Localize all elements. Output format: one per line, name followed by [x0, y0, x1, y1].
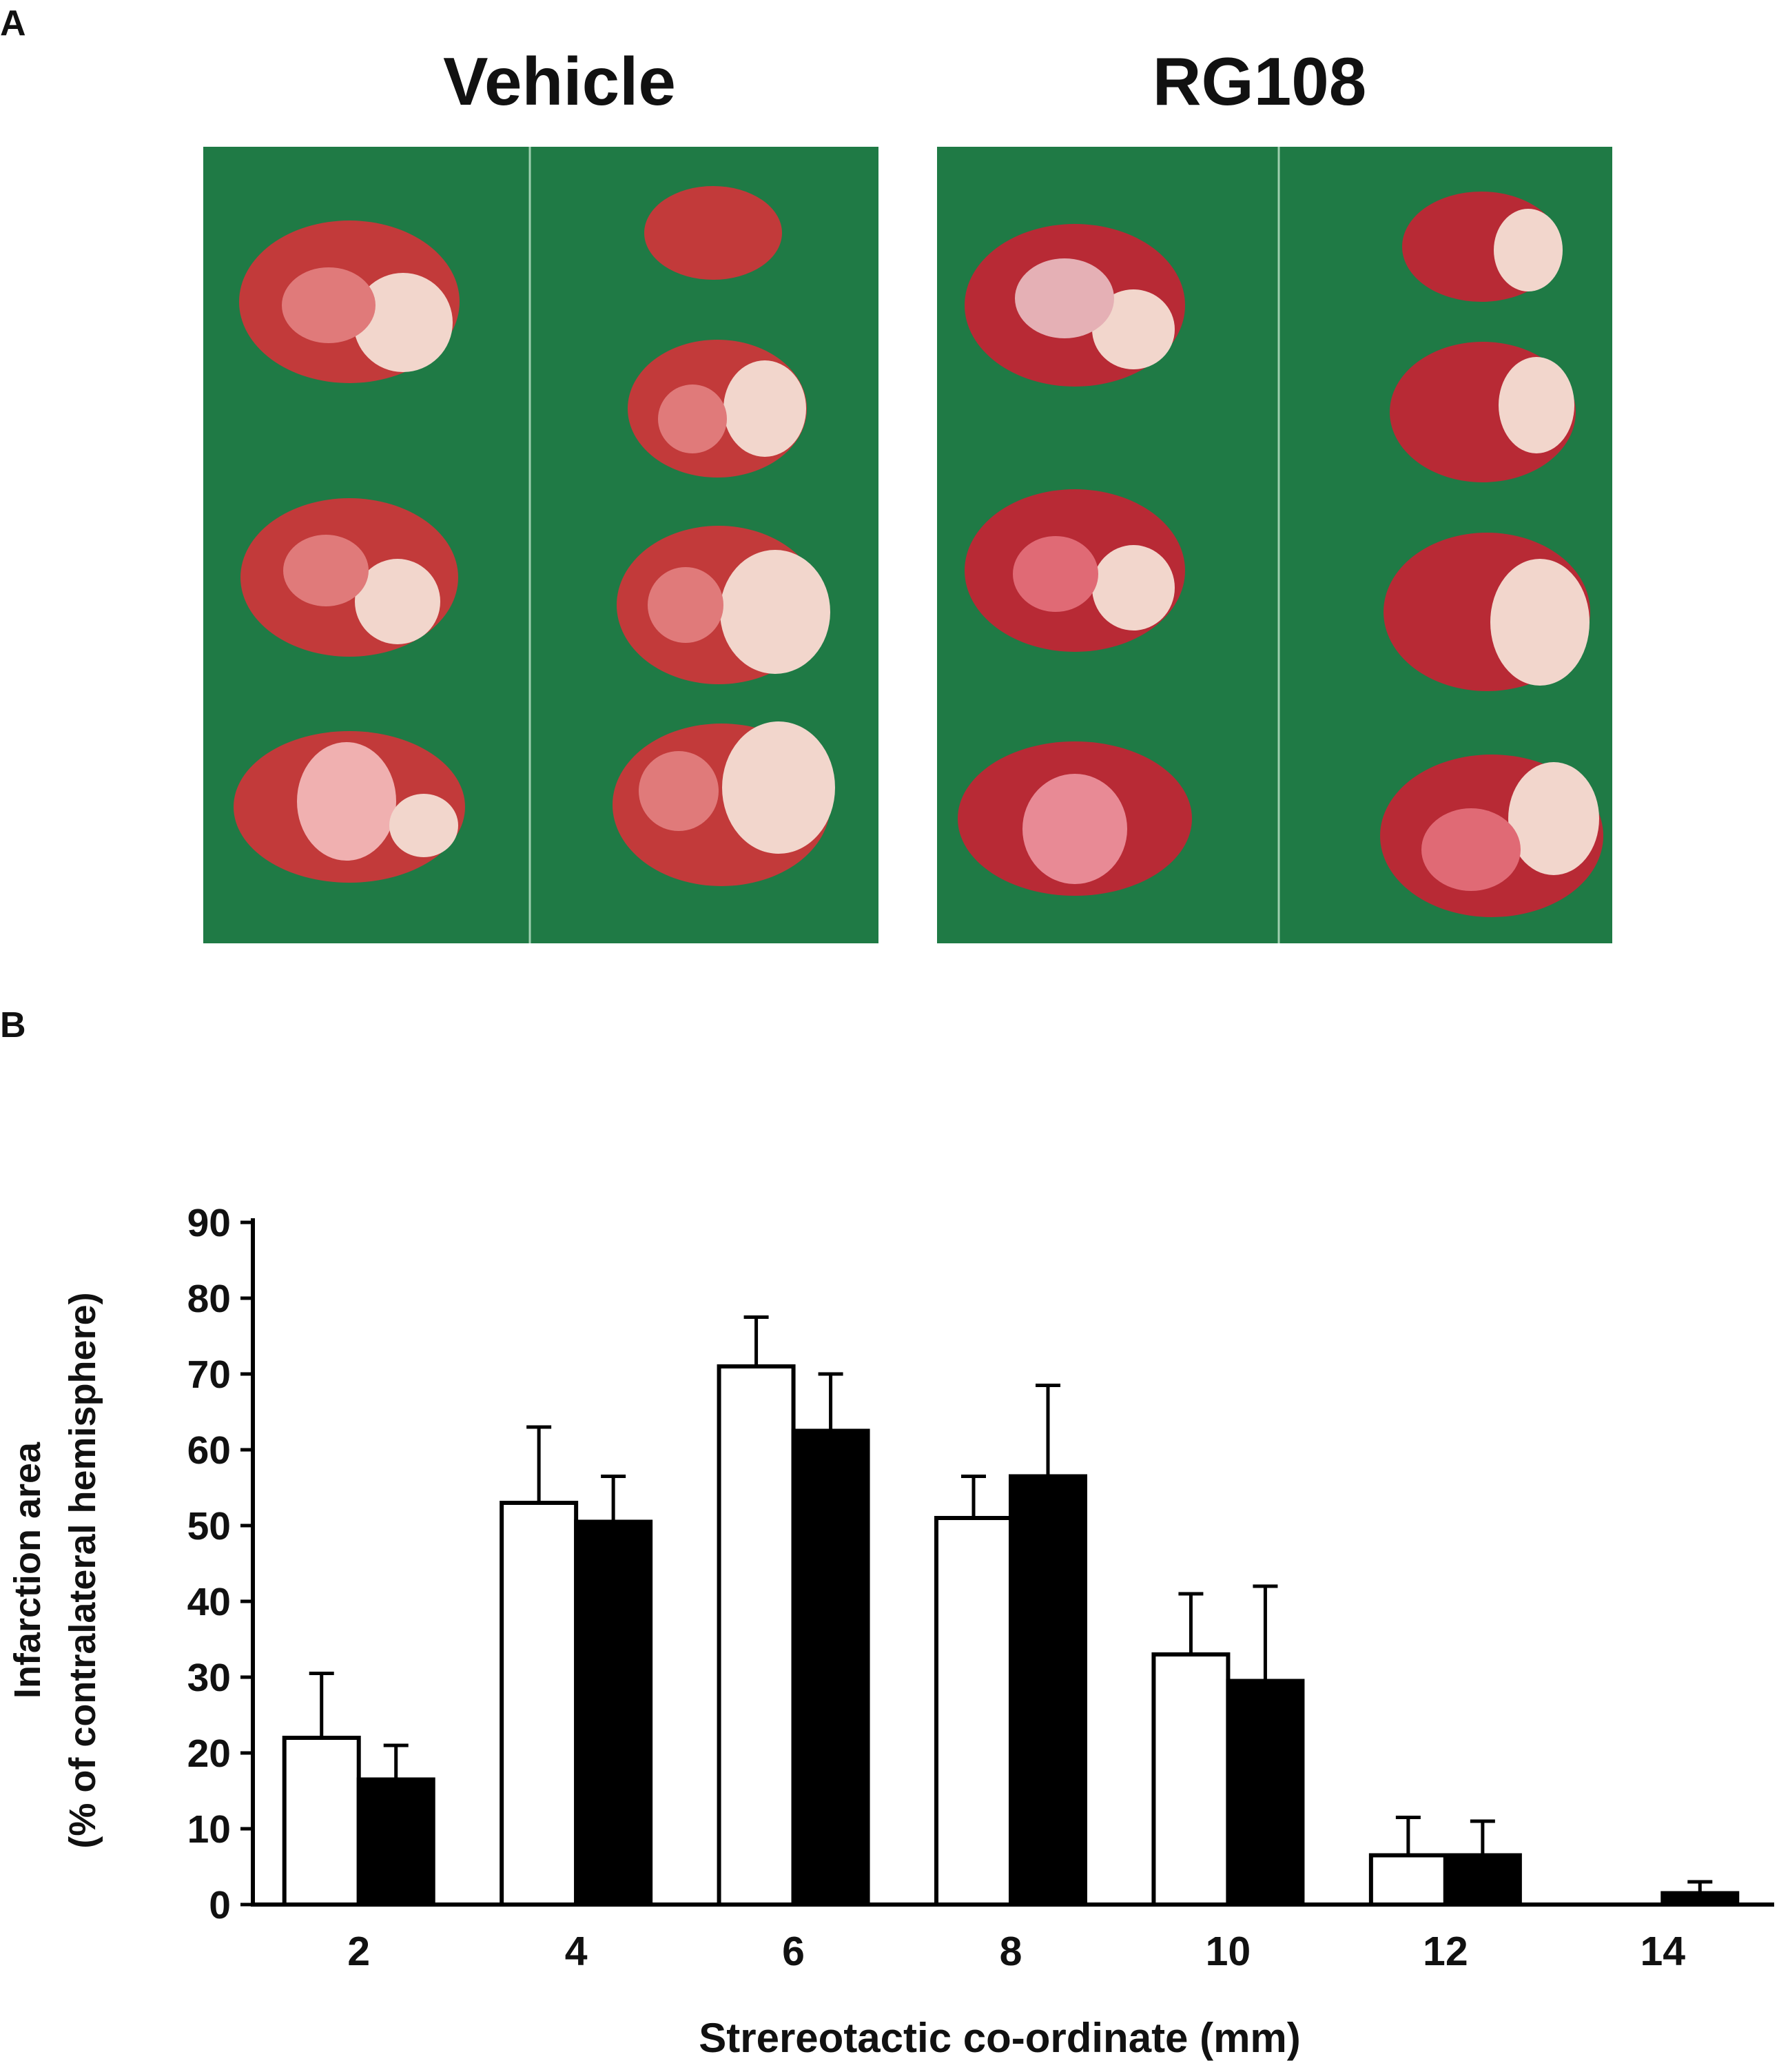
- bar: [1660, 1891, 1740, 1907]
- y-tick-label: 10: [187, 1807, 231, 1852]
- y-tick-label: 40: [187, 1580, 231, 1624]
- bar: [282, 1736, 361, 1907]
- brain-slice: [1380, 755, 1603, 917]
- x-tick-label: 10: [1206, 1929, 1251, 1974]
- bar: [1151, 1652, 1231, 1907]
- brain-slice: [1390, 342, 1576, 482]
- brain-slice: [965, 489, 1185, 652]
- brain-slice: [1384, 533, 1590, 691]
- x-tick-label: 12: [1423, 1929, 1468, 1974]
- x-tick-label: 14: [1640, 1929, 1685, 1974]
- y-axis-label: Infarction area: [7, 1442, 48, 1699]
- brain-slice: [965, 224, 1185, 387]
- bar: [574, 1519, 653, 1907]
- bar: [717, 1364, 796, 1907]
- x-tick-label: 4: [565, 1929, 588, 1974]
- bar: [791, 1428, 870, 1907]
- y-tick-label: 60: [187, 1428, 231, 1473]
- vehicle-title: Vehicle: [443, 43, 676, 119]
- y-tick-label: 0: [209, 1883, 231, 1927]
- y-tick-label: 90: [187, 1201, 231, 1245]
- bar: [1443, 1853, 1522, 1907]
- rg108-brain-slices-photo: [937, 147, 1612, 943]
- x-tick-label: 2: [347, 1929, 370, 1974]
- x-tick-label: 6: [782, 1929, 805, 1974]
- brain-slice: [234, 731, 465, 883]
- y-axis-label-sub: (% of contralateral hemisphere): [62, 1292, 103, 1848]
- bar: [1226, 1679, 1305, 1907]
- bar: [356, 1777, 435, 1907]
- rg108-title: RG108: [1152, 43, 1367, 119]
- y-tick-label: 20: [187, 1732, 231, 1776]
- brain-slice: [240, 498, 458, 657]
- y-tick-label: 30: [187, 1656, 231, 1700]
- brain-slice: [958, 741, 1192, 896]
- y-tick-label: 80: [187, 1277, 231, 1321]
- bar: [500, 1501, 579, 1907]
- panel-b-label: B: [0, 1005, 26, 1045]
- vehicle-brain-slices-photo: [203, 147, 878, 943]
- x-axis-label: Strereotactic co-ordinate (mm): [699, 2015, 1301, 2061]
- brain-slice: [1402, 192, 1563, 302]
- brain-slice: [617, 526, 830, 684]
- y-tick-label: 50: [187, 1504, 231, 1548]
- brain-slice: [239, 220, 460, 383]
- infarction-area-bar-chart: 0 10 20 30 40 50 60 70 80 90 2 4 6 8 10 12 14 Strereotact…: [7, 1201, 1774, 2061]
- x-tick-label: 8: [1000, 1929, 1022, 1974]
- brain-slice: [644, 186, 782, 280]
- bar: [1368, 1853, 1448, 1907]
- brain-slice: [613, 721, 835, 886]
- bar: [934, 1516, 1013, 1907]
- bar: [1009, 1474, 1087, 1907]
- y-tick-label: 70: [187, 1353, 231, 1397]
- panel-a-label: A: [0, 3, 26, 43]
- brain-slice: [628, 340, 807, 478]
